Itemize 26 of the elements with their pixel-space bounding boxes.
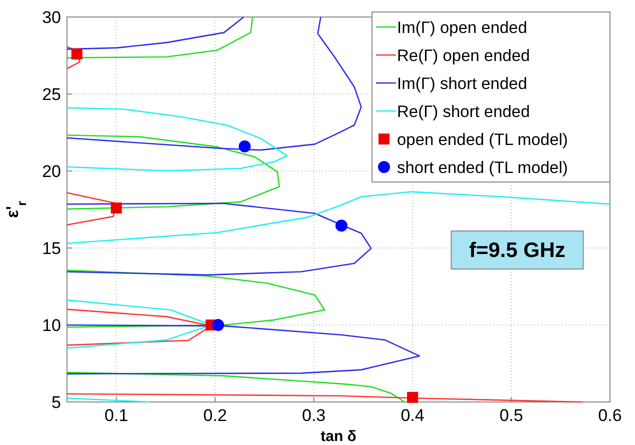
point	[212, 319, 224, 331]
x-tick-label: 0.6	[598, 406, 622, 425]
legend-label: Im(Γ) short ended	[397, 75, 528, 93]
legend-label: Re(Γ) open ended	[397, 47, 530, 65]
point	[110, 202, 122, 214]
x-tick-label: 0.1	[104, 406, 128, 425]
y-tick-label: 5	[52, 393, 61, 412]
x-axis-title: tan δ	[320, 428, 356, 445]
point	[238, 140, 251, 152]
y-tick-label: 20	[42, 162, 61, 181]
legend-label: open ended (TL model)	[397, 131, 568, 149]
y-tick-label: 30	[42, 8, 61, 27]
y-tick-label: 15	[42, 239, 61, 258]
annotation: f=9.5 GHz	[469, 239, 566, 262]
point	[407, 392, 418, 403]
point	[71, 48, 82, 60]
x-tick-label: 0.3	[302, 406, 326, 425]
x-tick-label: 0.5	[499, 406, 524, 425]
y-tick-label: 25	[42, 85, 61, 104]
x-tick-label: 0.4	[400, 406, 424, 425]
legend-label: Im(Γ) open ended	[397, 19, 528, 37]
legend-label: short ended (TL model)	[397, 159, 568, 177]
legend-label: Re(Γ) short ended	[397, 103, 530, 121]
point	[335, 220, 348, 232]
x-tick-label: 0.2	[203, 406, 227, 425]
y-tick-label: 10	[42, 316, 61, 335]
